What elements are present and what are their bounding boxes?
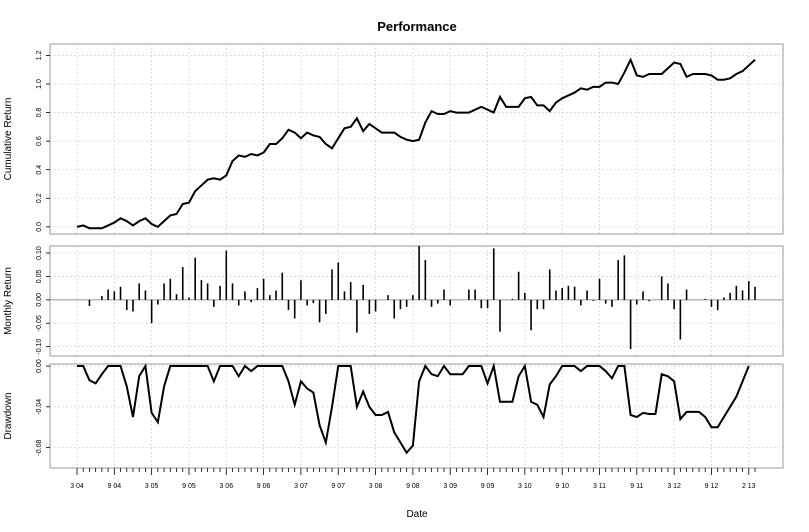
- x-tick-label: 9 10: [555, 483, 569, 490]
- y-tick-label: 0.00: [36, 359, 43, 373]
- monthly-y-axis: -0.10 -0.05 0.00 0.05 0.10: [36, 246, 50, 355]
- panel-monthly-frame: [49, 245, 784, 357]
- y-tick-label: 1.2: [36, 50, 43, 60]
- monthly-return-bars: [88, 246, 756, 349]
- x-tick-label: 3 08: [369, 483, 383, 490]
- chart-title: Performance: [377, 19, 456, 34]
- y-tick-label: 0.05: [36, 270, 43, 284]
- x-axis-label: Date: [406, 509, 428, 520]
- panel-drawdown: 0.00 -0.04 -0.08 Drawdown: [3, 359, 784, 469]
- y-tick-label: 0.0: [36, 222, 43, 232]
- monthly-ylabel: Monthly Return: [3, 267, 14, 335]
- x-tick-label: 3 09: [443, 483, 457, 490]
- x-tick-label: 9 07: [331, 483, 345, 490]
- panel-drawdown-frame: [49, 363, 784, 469]
- x-axis: 3 04 9 04 3 05 9 05 3 06 9 06 3 07 9 07 3 08 9 08…: [70, 468, 756, 490]
- panel-monthly: -0.10 -0.05 0.00 0.05 0.10 Monthly Return: [3, 245, 784, 357]
- drawdown-y-axis: 0.00 -0.04 -0.08: [36, 359, 50, 456]
- drawdown-ylabel: Drawdown: [3, 392, 14, 439]
- y-tick-label: 0.2: [36, 193, 43, 203]
- y-tick-label: 0.8: [36, 108, 43, 118]
- x-tick-label: 3 10: [518, 483, 532, 490]
- x-tick-label: 3 04: [70, 483, 84, 490]
- x-tick-label: 9 09: [481, 483, 495, 490]
- cumulative-ylabel: Cumulative Return: [3, 98, 14, 181]
- x-tick-label: 3 05: [145, 483, 159, 490]
- x-tick-label: 9 05: [182, 483, 196, 490]
- x-tick-label: 9 08: [406, 483, 420, 490]
- x-tick-label: 9 11: [630, 483, 643, 490]
- x-tick-label: 2 13: [742, 483, 756, 490]
- y-tick-label: -0.05: [36, 315, 43, 331]
- y-tick-label: 0.4: [36, 165, 43, 175]
- panel-cumulative-frame: [49, 43, 784, 235]
- y-tick-label: 0.10: [36, 246, 43, 260]
- x-tick-label: 3 12: [667, 483, 681, 490]
- x-tick-label: 3 11: [593, 483, 606, 490]
- x-tick-label: 3 06: [219, 483, 233, 490]
- x-tick-label: 9 04: [108, 483, 122, 490]
- y-tick-label: -0.10: [36, 339, 43, 355]
- y-tick-label: 1.0: [36, 79, 43, 89]
- cumulative-y-axis: 0.0 0.2 0.4 0.6 0.8 1.0 1.2: [36, 50, 50, 232]
- cumulative-return-line: [76, 57, 756, 230]
- x-tick-label: 9 06: [257, 483, 271, 490]
- y-tick-label: 0.00: [36, 293, 43, 307]
- panel-cumulative: 0.0 0.2 0.4 0.6 0.8 1.0 1.2 Cumulative Return: [3, 43, 784, 235]
- monthly-grid: [50, 246, 783, 356]
- drawdown-line: [77, 362, 750, 455]
- x-tick-label: 9 12: [705, 483, 719, 490]
- y-tick-label: -0.04: [36, 399, 43, 415]
- cumulative-grid: [50, 44, 783, 234]
- y-tick-label: 0.6: [36, 136, 43, 146]
- y-tick-label: -0.08: [36, 440, 43, 456]
- x-tick-label: 3 07: [294, 483, 308, 490]
